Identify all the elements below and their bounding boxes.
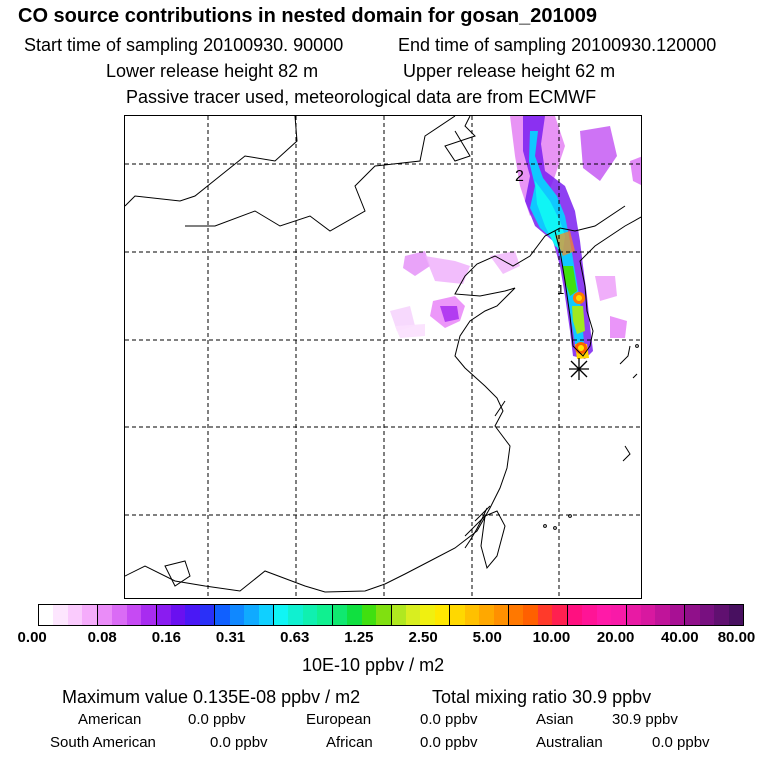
map-svg: 2 1 [125,116,641,598]
colorbar-swatch [611,605,627,625]
region-value-australian: 0.0 ppbv [652,734,710,751]
colorbar-swatch [626,605,641,625]
colorbar-swatch [493,605,509,625]
region-name-australian: Australian [536,734,603,751]
colorbar-tick-label: 0.16 [151,629,181,646]
colorbar-swatch [170,605,186,625]
colorbar-swatch [156,605,171,625]
colorbar-swatch [39,605,54,625]
colorbar-swatch [244,605,259,625]
colorbar-swatch [97,605,113,625]
colorbar-tick-label: 0.31 [215,629,246,646]
colorbar-swatch [596,605,612,625]
start-time-label: Start time of sampling 20100930. 90000 [24,35,344,55]
region-value-european: 0.0 ppbv [420,711,478,728]
colorbar-tick-label: 0.08 [87,629,117,646]
graticule [125,116,641,598]
colorbar-swatch [376,605,392,625]
colorbar-swatch [53,605,68,625]
region-value-african: 0.0 ppbv [420,734,478,751]
colorbar-tick-label: 0.00 [17,629,47,646]
colorbar-swatch [450,605,465,625]
colorbar-tick-label: 5.00 [472,629,502,646]
coastlines [125,116,641,593]
region-name-african: African [326,734,373,751]
colorbar-swatch [126,605,142,625]
upper-release-label: Upper release height 62 m [403,61,616,81]
region-name-asian: Asian [536,711,574,728]
lower-release-label: Lower release height 82 m [106,61,319,81]
region-value-south-american: 0.0 ppbv [210,734,268,751]
colorbar-swatch [434,605,451,625]
colorbar-swatch [582,605,597,625]
colorbar-swatch [552,605,568,625]
colorbar-tick-label: 20.00 [596,629,635,646]
colorbar-tick-label: 10.00 [532,629,571,646]
colorbar-swatch [537,605,553,625]
colorbar-swatch [199,605,216,625]
tracer-note: Passive tracer used, meteorological data… [126,87,597,107]
region-name-european: European [306,711,372,728]
maximum-value-label: Maximum value 0.135E-08 ppbv / m2 [62,687,361,707]
colorbar-swatch [141,605,157,625]
colorbar-swatch [347,605,362,625]
colorbar-swatch [112,605,127,625]
colorbar-swatch [185,605,200,625]
colorbar-tick-label: 40.00 [661,629,699,646]
map-panel: 2 1 [124,115,642,599]
colorbar-swatch [479,605,494,625]
colorbar-swatch [82,605,98,625]
colorbar-swatch [714,605,729,625]
colorbar-swatch [420,605,435,625]
colorbar-swatch [685,605,700,625]
colorbar-swatch [332,605,348,625]
colorbar-swatch [523,605,538,625]
colorbar-swatch [229,605,245,625]
region-name-american: American [78,711,142,728]
colorbar [38,604,744,626]
colorbar-units: 10E-10 ppbv / m2 [302,655,445,675]
colorbar-tick-label: 80.00 [717,629,756,646]
colorbar-tick-label: 1.25 [344,629,374,646]
colorbar-swatch [215,605,230,625]
colorbar-swatch [669,605,686,625]
colorbar-swatch [640,605,656,625]
colorbar-swatch [288,605,303,625]
colorbar-swatch [728,605,743,625]
end-time-label: End time of sampling 20100930.120000 [398,35,717,55]
region-value-asian: 30.9 ppbv [612,711,678,728]
contour-label: 1 [557,282,564,297]
colorbar-swatch [655,605,670,625]
colorbar-swatch [391,605,406,625]
total-mixing-ratio-label: Total mixing ratio 30.9 ppbv [432,687,652,707]
colorbar-swatch [509,605,524,625]
receptor-marker-icon [569,358,589,380]
colorbar-tick-label: 0.63 [280,629,310,646]
colorbar-swatch [258,605,274,625]
region-value-american: 0.0 ppbv [188,711,246,728]
colorbar-swatch [567,605,583,625]
colorbar-tick-label: 2.50 [408,629,438,646]
colorbar-swatch [464,605,480,625]
colorbar-swatch [405,605,421,625]
region-name-south-american: South American [50,734,156,751]
colorbar-swatch [67,605,83,625]
concentration-plume [390,116,641,359]
colorbar-swatch [302,605,318,625]
page-title: CO source contributions in nested domain… [18,5,598,27]
colorbar-swatch [699,605,715,625]
contour-label: 2 [515,168,524,185]
colorbar-swatch [317,605,333,625]
colorbar-swatch [361,605,377,625]
colorbar-swatch [274,605,289,625]
